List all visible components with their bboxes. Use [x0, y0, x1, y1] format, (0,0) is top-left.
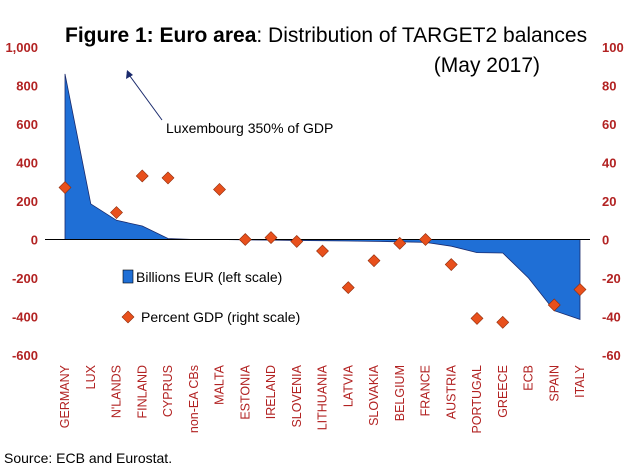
category-label: ESTONIA — [238, 364, 252, 419]
category-label: N'LANDS — [110, 365, 124, 418]
percent-marker-estonia — [238, 233, 252, 246]
legend: Billions EUR (left scale) Percent GDP (r… — [121, 269, 300, 325]
right-tick-label: 100 — [602, 40, 624, 55]
percent-marker-lithuania — [316, 244, 329, 258]
category-labels: GERMANY LUX N'LANDS FINLAND CYPRUS non-EA CBs… — [58, 364, 587, 433]
category-label: AUSTRIA — [444, 364, 458, 419]
right-tick-label: 40 — [602, 156, 616, 171]
chart-subtitle: (May 2017) — [434, 54, 540, 77]
percent-marker-belgium — [393, 236, 407, 250]
right-tick-label: 60 — [602, 117, 616, 132]
annotation-text: Luxembourg 350% of GDP — [166, 120, 333, 136]
percent-marker-latvia — [341, 281, 355, 295]
left-tick-label: 0 — [31, 233, 38, 248]
right-tick-label: 20 — [602, 194, 616, 209]
category-label: LUX — [84, 364, 98, 389]
category-label: non-EA CBs — [187, 365, 201, 433]
right-tick-label: 0 — [602, 233, 609, 248]
percent-marker-austria — [444, 258, 458, 271]
category-label: BELGIUM — [393, 365, 407, 421]
left-tick-label: 400 — [16, 156, 38, 171]
percent-marker-portugal — [470, 312, 484, 325]
series-billions-area — [64, 73, 581, 320]
legend-swatch-billions — [122, 269, 134, 284]
percent-marker-slovenia — [290, 235, 304, 248]
source-note: Source: ECB and Eurostat. — [4, 450, 172, 466]
percent-marker-spain — [547, 298, 561, 312]
category-label: SLOVENIA — [290, 364, 304, 427]
left-tick-label: 600 — [16, 117, 38, 132]
right-tick-label: -40 — [602, 310, 621, 325]
category-label: LATVIA — [341, 364, 355, 407]
legend-swatch-percent — [121, 310, 135, 324]
percent-marker-italy — [573, 283, 587, 296]
left-axis-ticks: -600 -400 -200 0 200 400 600 800 1,000 — [5, 40, 38, 363]
category-label: FRANCE — [419, 365, 433, 416]
percent-marker-finland — [135, 169, 149, 183]
left-tick-label: -400 — [12, 310, 38, 325]
percent-marker-ireland — [264, 231, 278, 244]
category-label: ECB — [522, 365, 536, 391]
right-tick-label: 80 — [602, 79, 616, 94]
category-label: CYPRUS — [161, 365, 175, 417]
category-label: LITHUANIA — [316, 364, 330, 430]
category-label: SLOVAKIA — [367, 364, 381, 426]
annotation-arrow-head — [126, 70, 133, 79]
chart-title: Figure 1: Euro area: Distribution of TAR… — [65, 24, 587, 47]
legend-label-percent: Percent GDP (right scale) — [141, 309, 300, 325]
category-label: PORTUGAL — [470, 365, 484, 434]
series-percent-markers — [58, 169, 587, 329]
annotation-luxembourg: Luxembourg 350% of GDP — [126, 70, 333, 136]
percent-marker-germany — [58, 181, 72, 194]
left-tick-label: 200 — [16, 194, 38, 209]
percent-marker-slovakia — [367, 254, 381, 268]
right-tick-label: -20 — [602, 271, 621, 286]
left-tick-label: 800 — [16, 79, 38, 94]
left-tick-label: -600 — [12, 348, 38, 363]
category-label: MALTA — [213, 364, 227, 404]
category-label: IRELAND — [264, 365, 278, 419]
right-axis-ticks: -60 -40 -20 0 20 40 60 80 100 — [602, 40, 624, 363]
chart-title-rest: : Distribution of TARGET2 balances — [256, 24, 587, 47]
annotation-arrow-line — [126, 71, 163, 121]
category-label: ITALY — [573, 364, 587, 398]
percent-marker-greece — [496, 315, 510, 329]
percent-marker-n-lands — [110, 206, 123, 219]
category-label: FINLAND — [135, 365, 149, 418]
category-label: GERMANY — [58, 364, 72, 428]
right-tick-label: -60 — [602, 348, 621, 363]
percent-marker-cyprus — [161, 171, 175, 185]
legend-label-billions: Billions EUR (left scale) — [136, 269, 282, 285]
percent-marker-france — [419, 233, 432, 246]
left-tick-label: 1,000 — [5, 40, 38, 55]
chart-title-bold: Figure 1: Euro area — [65, 24, 257, 47]
category-label: GREECE — [496, 365, 510, 418]
category-label: SPAIN — [547, 365, 561, 402]
percent-marker-malta — [213, 183, 226, 196]
left-tick-label: -200 — [12, 271, 38, 286]
